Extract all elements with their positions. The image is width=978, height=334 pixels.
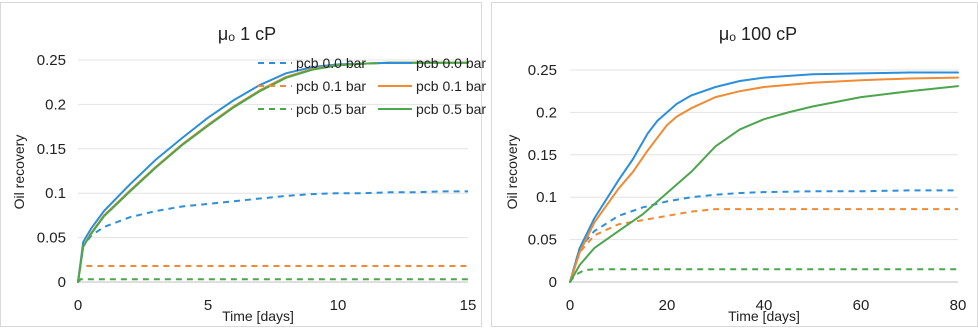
y-tick-label: 0.15 xyxy=(528,147,557,164)
x-tick-label: 20 xyxy=(659,297,676,314)
series-line-2 xyxy=(569,208,958,283)
series-line-1 xyxy=(77,190,468,283)
y-axis-label: Oil recovery xyxy=(11,135,27,210)
y-tick-label: 0 xyxy=(549,274,557,291)
legend-label: pcb 0.5 bar xyxy=(296,101,366,117)
chart-border xyxy=(0,2,482,327)
chart-border xyxy=(491,2,978,327)
chart-title: μₒ 1 cP xyxy=(218,24,276,44)
chart-panel-1: 0 0.05 0.1 0.15 0.2 0.25 0 5 10 15 μₒ 1 cP Time [da… xyxy=(0,2,486,327)
x-tick-label: 60 xyxy=(853,297,870,314)
x-tick-label: 80 xyxy=(950,297,967,314)
series-line-1 xyxy=(569,189,958,283)
x-tick-label: 0 xyxy=(566,297,574,314)
y-axis-label: Oil recovery xyxy=(504,135,520,210)
y-tick-label: 0.2 xyxy=(45,96,66,113)
series-line-5 xyxy=(569,76,959,283)
series-line-4 xyxy=(569,71,959,283)
chart-panel-2: 0 0.05 0.1 0.15 0.2 0.25 0 20 40 60 80 μₒ 100 cP Tim… xyxy=(491,2,978,327)
legend-label: pcb 0.0 bar xyxy=(296,55,366,71)
legend-label: pcb 0.0 bar xyxy=(416,55,486,71)
series-line-6 xyxy=(569,85,959,283)
y-tick-label: 0.1 xyxy=(536,189,557,206)
x-tick-label: 40 xyxy=(756,297,773,314)
legend-label: pcb 0.5 bar xyxy=(416,101,486,117)
y-tick-label: 0 xyxy=(58,274,66,291)
x-tick-label: 0 xyxy=(74,297,82,314)
x-tick-label: 15 xyxy=(460,297,477,314)
y-tick-label: 0.15 xyxy=(37,141,66,158)
legend-label: pcb 0.1 bar xyxy=(296,78,366,94)
chart-title: μₒ 100 cP xyxy=(719,24,797,44)
y-tick-label: 0.05 xyxy=(37,230,66,247)
legend-label: pcb 0.1 bar xyxy=(416,78,486,94)
y-tick-label: 0.1 xyxy=(45,185,66,202)
y-tick-label: 0.25 xyxy=(37,52,66,69)
y-tick-label: 0.25 xyxy=(528,62,557,79)
x-tick-label: 5 xyxy=(204,297,212,314)
x-tick-label: 10 xyxy=(330,297,347,314)
y-tick-label: 0.05 xyxy=(528,232,557,249)
y-tick-label: 0.2 xyxy=(536,104,557,121)
x-axis-label: Time [days] xyxy=(222,308,294,324)
series-line-3 xyxy=(569,268,958,283)
x-axis-label: Time [days] xyxy=(728,308,800,324)
